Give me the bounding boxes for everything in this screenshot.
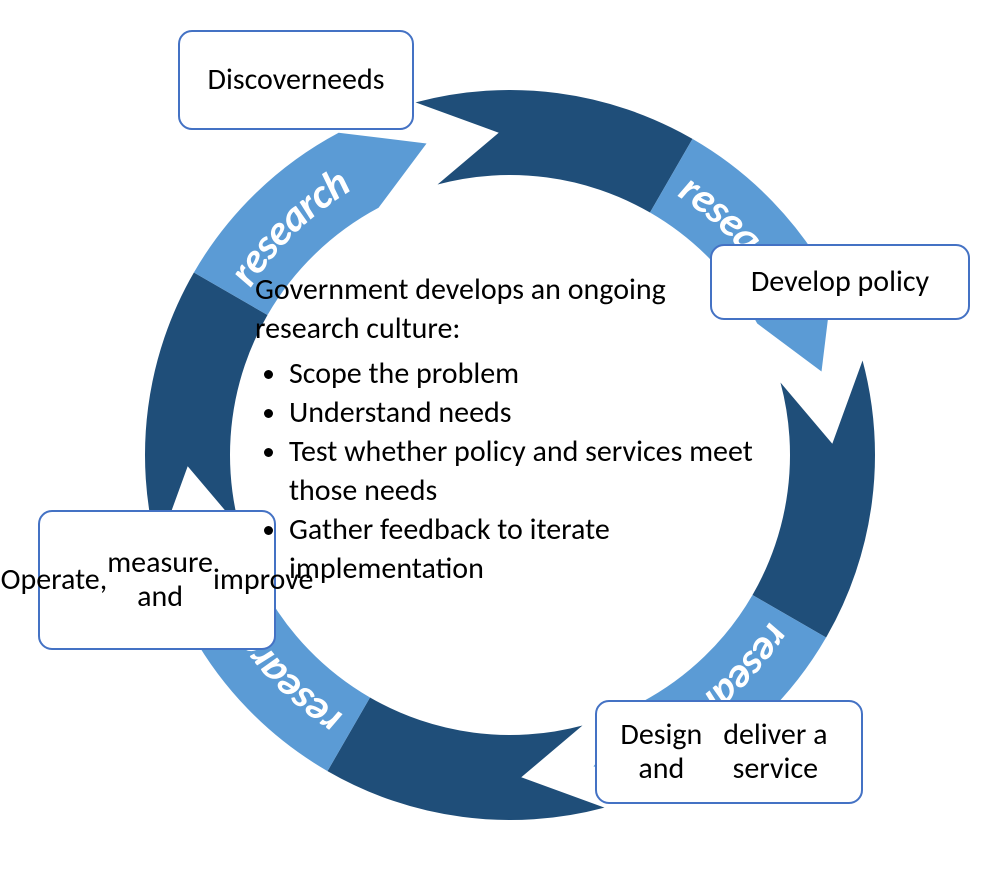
stage-label-line: measure and: [107, 546, 213, 615]
ring-segment: [145, 273, 268, 550]
ring-segment: [416, 90, 693, 213]
stage-label-line: Develop policy: [751, 265, 929, 300]
center-text-block: Government develops an ongoing research …: [255, 270, 775, 588]
center-bullet: Understand needs: [289, 393, 775, 432]
center-bullet: Scope the problem: [289, 354, 775, 393]
center-lead: Government develops an ongoing research …: [255, 270, 775, 348]
stage-operate-improve: Operate,measure andimprove: [38, 510, 276, 650]
stage-label-line: Design and: [615, 718, 708, 787]
stage-label-line: deliver a service: [708, 718, 843, 787]
center-bullet: Test whether policy and services meet th…: [289, 432, 775, 510]
stage-design-deliver: Design anddeliver a service: [595, 700, 863, 804]
ring-segment: [328, 697, 605, 820]
stage-label-line: needs: [311, 63, 384, 98]
stage-discover-needs: Discoverneeds: [178, 30, 414, 130]
stage-label-line: Operate,: [1, 563, 108, 598]
center-bullet-list: Scope the problemUnderstand needsTest wh…: [255, 354, 775, 588]
diagram-canvas: researchresearchresearchresearch Discove…: [0, 0, 1000, 888]
stage-label-line: Discover: [208, 63, 312, 98]
center-bullet: Gather feedback to iterate implementatio…: [289, 510, 775, 588]
